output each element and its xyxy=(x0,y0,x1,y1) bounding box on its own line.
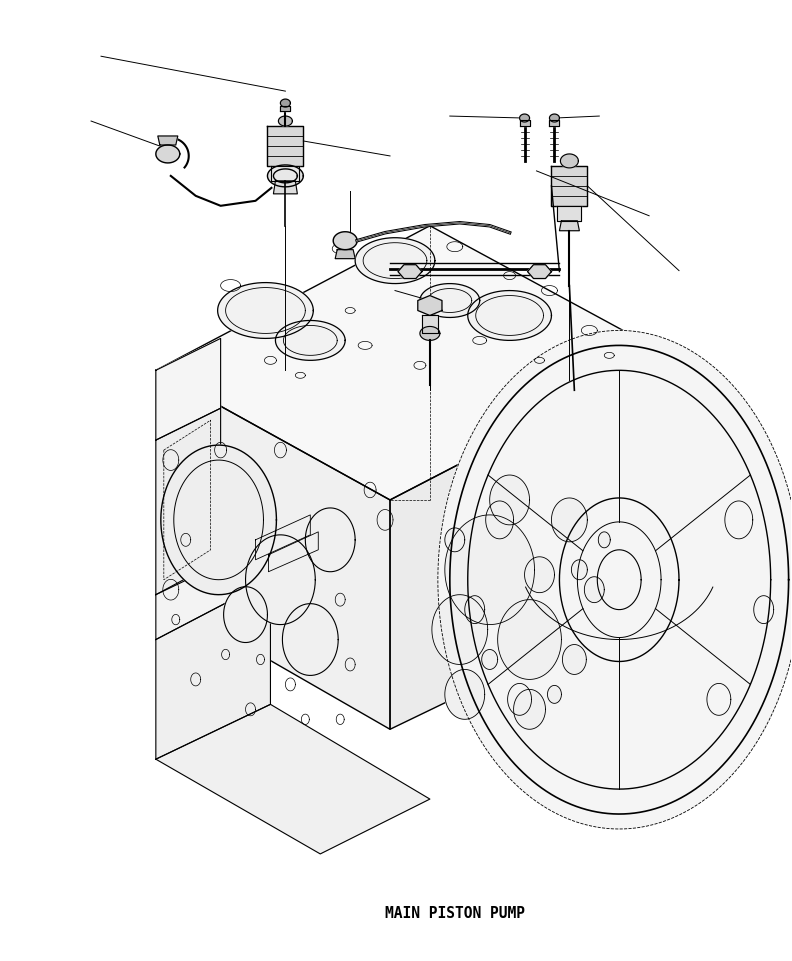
Polygon shape xyxy=(268,165,303,186)
Polygon shape xyxy=(584,577,604,603)
Text: MAIN PISTON PUMP: MAIN PISTON PUMP xyxy=(385,906,525,922)
Polygon shape xyxy=(333,232,357,250)
Polygon shape xyxy=(223,587,268,643)
Polygon shape xyxy=(551,498,588,542)
Polygon shape xyxy=(156,408,221,595)
Polygon shape xyxy=(597,550,642,609)
Polygon shape xyxy=(273,181,297,194)
Polygon shape xyxy=(306,508,355,572)
Polygon shape xyxy=(438,331,792,829)
Polygon shape xyxy=(489,475,530,525)
Polygon shape xyxy=(550,120,559,126)
Polygon shape xyxy=(497,600,562,679)
Polygon shape xyxy=(268,126,303,166)
Polygon shape xyxy=(551,166,588,206)
Polygon shape xyxy=(279,116,292,126)
Polygon shape xyxy=(218,283,314,338)
Polygon shape xyxy=(355,237,435,283)
Polygon shape xyxy=(577,522,661,637)
Polygon shape xyxy=(559,221,580,231)
Polygon shape xyxy=(276,320,345,360)
Polygon shape xyxy=(418,296,442,315)
Polygon shape xyxy=(280,99,291,107)
Polygon shape xyxy=(398,264,422,279)
Polygon shape xyxy=(450,345,789,814)
Polygon shape xyxy=(156,226,669,500)
Polygon shape xyxy=(420,327,440,340)
Polygon shape xyxy=(527,264,551,279)
Polygon shape xyxy=(547,685,562,703)
Polygon shape xyxy=(445,515,535,625)
Polygon shape xyxy=(161,445,276,595)
Polygon shape xyxy=(561,154,578,168)
Polygon shape xyxy=(559,498,679,661)
Polygon shape xyxy=(598,531,611,548)
Polygon shape xyxy=(273,169,297,183)
Polygon shape xyxy=(156,540,270,639)
Polygon shape xyxy=(513,689,546,729)
Polygon shape xyxy=(272,166,299,181)
Polygon shape xyxy=(422,315,438,333)
Polygon shape xyxy=(432,595,488,664)
Polygon shape xyxy=(524,556,554,593)
Polygon shape xyxy=(420,283,480,317)
Polygon shape xyxy=(520,120,530,126)
Polygon shape xyxy=(280,106,291,111)
Polygon shape xyxy=(158,136,177,145)
Polygon shape xyxy=(156,579,270,759)
Polygon shape xyxy=(156,370,390,729)
Polygon shape xyxy=(468,290,551,340)
Polygon shape xyxy=(550,114,559,122)
Polygon shape xyxy=(520,114,530,122)
Polygon shape xyxy=(156,145,180,163)
Polygon shape xyxy=(390,356,669,729)
Polygon shape xyxy=(558,206,581,221)
Polygon shape xyxy=(571,559,588,579)
Polygon shape xyxy=(468,370,771,789)
Polygon shape xyxy=(482,650,497,670)
Polygon shape xyxy=(156,338,221,440)
Polygon shape xyxy=(335,250,355,259)
Polygon shape xyxy=(246,535,315,625)
Polygon shape xyxy=(445,528,465,552)
Polygon shape xyxy=(445,670,485,719)
Polygon shape xyxy=(283,604,338,676)
Polygon shape xyxy=(156,704,430,854)
Polygon shape xyxy=(562,645,586,675)
